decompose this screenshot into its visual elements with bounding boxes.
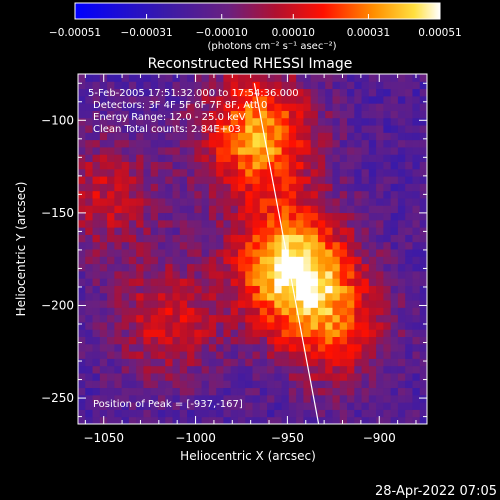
- x-tick-label: −1050: [83, 431, 124, 445]
- colorbar-gradient: [75, 3, 440, 19]
- x-axis-label: Heliocentric X (arcsec): [180, 449, 316, 463]
- colorbar: −0.00051 −0.00031 −0.00010 0.00010 0.00031 0.…: [49, 2, 462, 52]
- peak-position-label: Position of Peak = [-937,-167]: [93, 399, 243, 410]
- plot-frame: [77, 73, 428, 425]
- colorbar-frame: [74, 2, 441, 20]
- y-tick-label: −100: [41, 113, 74, 127]
- x-tick-label: −950: [271, 431, 304, 445]
- colorbar-tick-label: −0.00051: [49, 27, 101, 39]
- energy-range-label: Energy Range: 12.0 - 25.0 keV: [93, 112, 246, 123]
- plot-area: −1050 −1000 −950 −900 −100 −150 −200 −250: [41, 73, 428, 445]
- detectors-label: Detectors: 3F 4F 5F 6F 7F 8F, Att 0: [93, 100, 267, 111]
- colorbar-units: (photons cm⁻² s⁻¹ asec⁻²): [207, 41, 336, 52]
- timestamp-label: 28-Apr-2022 07:05: [375, 484, 497, 499]
- colorbar-tick-label: 0.00051: [418, 27, 461, 39]
- annotations: 5-Feb-2005 17:51:32.000 to 17:54:36.000 …: [88, 88, 299, 410]
- y-tick-label: −150: [41, 206, 74, 220]
- x-tick-label: −900: [363, 431, 396, 445]
- y-tick-label: −200: [41, 298, 74, 312]
- colorbar-tick-label: 0.00031: [347, 27, 390, 39]
- y-axis-ticks: −100 −150 −200 −250: [41, 82, 427, 418]
- colorbar-ticks: −0.00051 −0.00031 −0.00010 0.00010 0.00031 0.…: [49, 14, 462, 39]
- x-axis-ticks: −1050 −1000 −950 −900: [83, 74, 417, 445]
- colorbar-tick-label: −0.00010: [196, 27, 248, 39]
- time-range-label: 5-Feb-2005 17:51:32.000 to 17:54:36.000: [88, 88, 299, 99]
- colorbar-tick-label: 0.00010: [272, 27, 315, 39]
- x-tick-label: −1000: [175, 431, 216, 445]
- y-axis-label: Heliocentric Y (arcsec): [14, 182, 28, 317]
- clean-counts-label: Clean Total counts: 2.84E+03: [93, 124, 241, 135]
- solar-limb-line: [253, 83, 320, 424]
- colorbar-tick-label: −0.00031: [120, 27, 172, 39]
- chart-title: Reconstructed RHESSI Image: [148, 56, 353, 72]
- y-tick-label: −250: [41, 391, 74, 405]
